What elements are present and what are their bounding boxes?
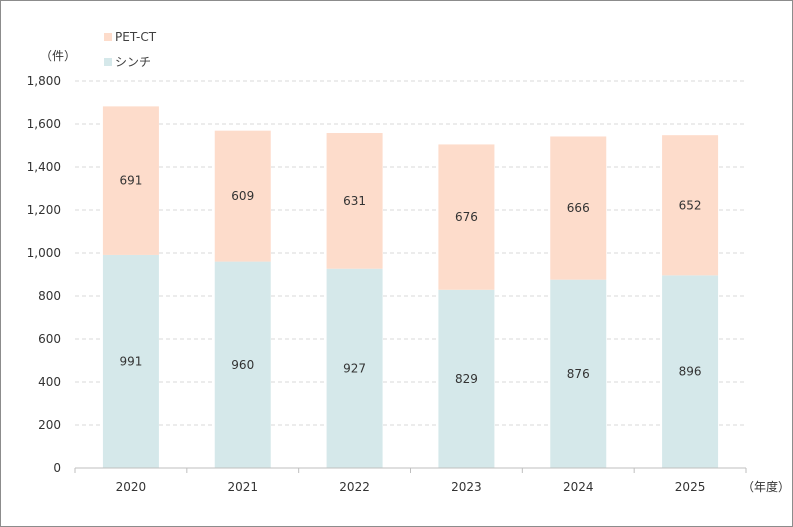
bar-segment-petct xyxy=(102,106,159,255)
legend-swatch xyxy=(104,33,112,41)
data-label: 896 xyxy=(679,365,702,379)
y-tick-label: 1,600 xyxy=(27,117,61,131)
y-axis-unit-label: （件） xyxy=(40,49,76,63)
axes: 0 200 400 600 800 1,000 1,200 1,400 1,600 1,800 20… xyxy=(27,49,790,494)
data-label: 631 xyxy=(343,194,366,208)
legend-label: PET-CT xyxy=(115,30,157,44)
x-tick-label: 2021 xyxy=(227,480,258,494)
x-tick-label: 2022 xyxy=(339,480,370,494)
gridlines xyxy=(75,80,746,426)
bar-segment-shinchi xyxy=(214,261,271,468)
bar-segment-shinchi xyxy=(550,279,607,468)
bar-segment-shinchi xyxy=(326,268,383,468)
x-tick-label: 2024 xyxy=(563,480,594,494)
legend: PET-CT シンチ xyxy=(104,30,157,69)
bar-segment-petct xyxy=(550,136,607,280)
data-label: 652 xyxy=(679,198,702,212)
y-tick-label: 1,800 xyxy=(27,74,61,88)
bar-segment-shinchi xyxy=(102,254,159,468)
data-label: 991 xyxy=(119,354,142,368)
data-label: 609 xyxy=(231,189,254,203)
data-label: 927 xyxy=(343,361,366,375)
bar-segment-petct xyxy=(214,130,271,262)
y-tick-label: 1,400 xyxy=(27,160,61,174)
x-tick-label: 2020 xyxy=(116,480,147,494)
y-tick-label: 800 xyxy=(38,289,61,303)
y-tick-label: 200 xyxy=(38,418,61,432)
bar-segment-shinchi xyxy=(438,289,495,468)
legend-swatch xyxy=(104,58,112,66)
bar-segment-shinchi xyxy=(662,275,719,468)
data-label: 676 xyxy=(455,210,478,224)
bars: 991 691 960 609 927 631 829 676 876 666 896 652 xyxy=(102,106,719,468)
bar-segment-petct xyxy=(662,135,719,276)
data-label: 666 xyxy=(567,201,590,215)
legend-label: シンチ xyxy=(115,55,151,69)
y-tick-label: 0 xyxy=(53,461,61,475)
x-tick-label: 2023 xyxy=(451,480,482,494)
x-tick-label: 2025 xyxy=(675,480,706,494)
data-label: 829 xyxy=(455,372,478,386)
bar-segment-petct xyxy=(438,144,495,290)
y-tick-label: 1,000 xyxy=(27,246,61,260)
data-label: 960 xyxy=(231,358,254,372)
y-tick-label: 600 xyxy=(38,332,61,346)
bar-segment-petct xyxy=(326,133,383,269)
x-axis-unit-label: （年度） xyxy=(742,479,790,494)
y-tick-label: 1,200 xyxy=(27,203,61,217)
data-label: 876 xyxy=(567,367,590,381)
y-tick-label: 400 xyxy=(38,375,61,389)
data-label: 691 xyxy=(119,174,142,188)
